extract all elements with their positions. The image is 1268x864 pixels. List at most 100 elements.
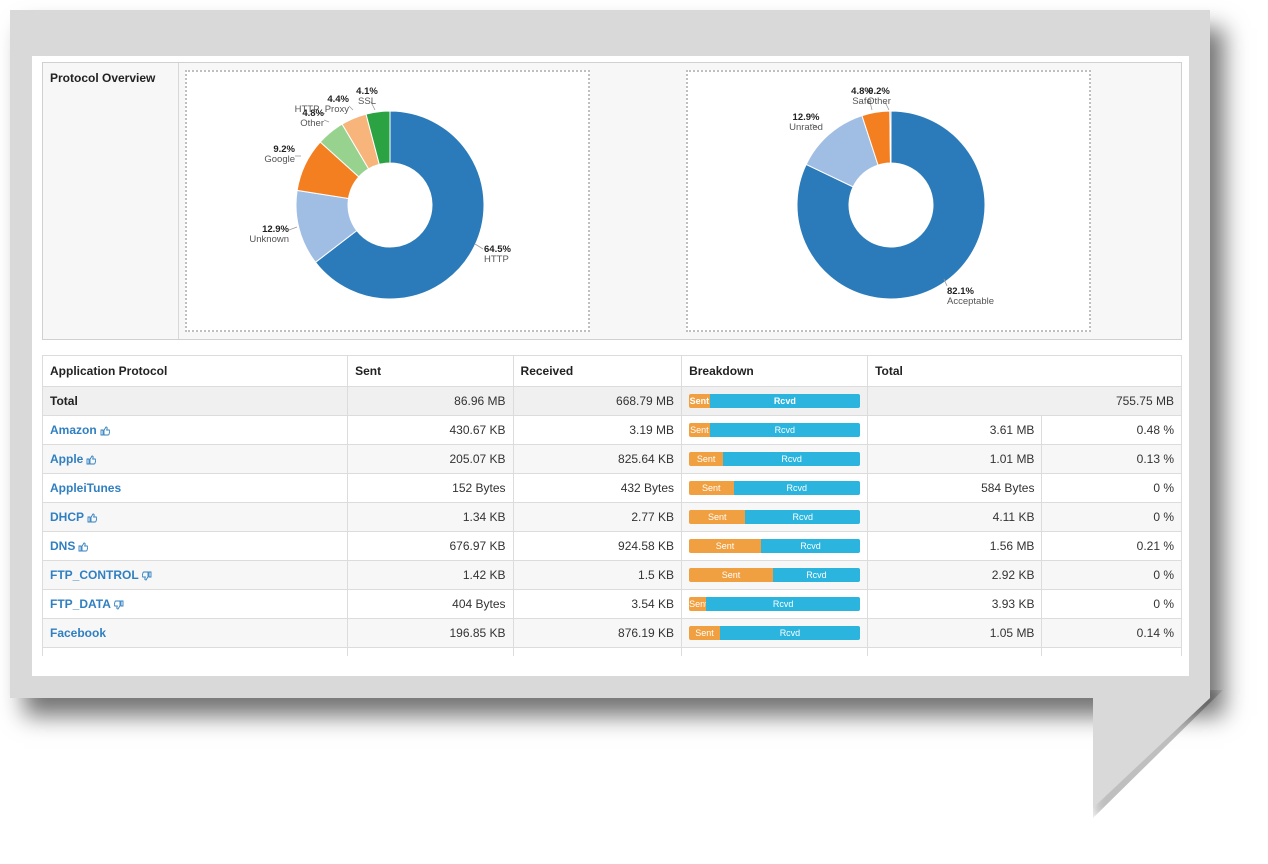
rcvd-segment: Rcvd bbox=[745, 510, 861, 524]
sent-segment: Sent bbox=[689, 394, 710, 408]
slice-name-label: Other bbox=[867, 96, 891, 107]
pie-slice-ssl[interactable] bbox=[365, 110, 391, 165]
breakdown-cell: Sent Rcvd bbox=[681, 618, 869, 648]
column-header-protocol[interactable]: Application Protocol bbox=[41, 355, 349, 387]
slice-name-label: HTTP_Proxy bbox=[295, 104, 350, 115]
percent-cell: 0 % bbox=[1041, 502, 1182, 532]
slice-percent-label: 0.2% bbox=[868, 86, 890, 97]
rcvd-segment: Rcvd bbox=[709, 394, 861, 408]
breakdown-bar: Sent Rcvd bbox=[689, 626, 861, 640]
thumbs-up-icon bbox=[75, 539, 89, 553]
rcvd-segment: Rcvd bbox=[760, 539, 861, 553]
breakdown-cell: Sent Rcvd bbox=[681, 444, 869, 474]
received-cell: 3.54 KB bbox=[512, 589, 683, 619]
slice-name-label: HTTP bbox=[484, 254, 509, 265]
total-cell: 1.01 MB bbox=[867, 444, 1043, 474]
protocol-table: Application Protocol Sent Received Break… bbox=[41, 355, 1182, 656]
column-header-breakdown[interactable]: Breakdown bbox=[681, 355, 869, 387]
total-row-label: Total bbox=[41, 386, 349, 416]
received-cell: 1.5 KB bbox=[512, 560, 683, 590]
total-cell: 584 Bytes bbox=[867, 473, 1043, 503]
protocol-link[interactable]: AppleiTunes bbox=[50, 481, 122, 495]
column-header-sent[interactable]: Sent bbox=[347, 355, 514, 387]
table-row: DHCP 1.34 KB 2.77 KB Sent Rcvd 4.11 KB 0 % bbox=[41, 502, 1182, 532]
protocol-cell: DNS bbox=[41, 531, 349, 561]
leader-line bbox=[370, 101, 376, 111]
leader-line bbox=[323, 119, 330, 123]
protocol-link[interactable]: Amazon bbox=[50, 423, 97, 437]
breakdown-bar: Sent Rcvd bbox=[689, 481, 861, 495]
received-cell: 3.19 MB bbox=[512, 415, 683, 445]
protocol-link[interactable]: FTP_DATA bbox=[50, 597, 111, 611]
leader-line bbox=[348, 105, 354, 111]
slice-name-label: Acceptable bbox=[947, 296, 994, 307]
slice-name-label: Unrated bbox=[789, 122, 823, 133]
slice-percent-label: 4.8% bbox=[302, 108, 324, 119]
percent-cell: 0.48 % bbox=[1041, 415, 1182, 445]
protocol-link[interactable]: Facebook bbox=[50, 626, 107, 640]
protocol-cell: Amazon bbox=[41, 415, 349, 445]
slice-name-label: Google bbox=[264, 154, 295, 165]
leader-line bbox=[474, 243, 484, 250]
pie-slice-other[interactable] bbox=[889, 110, 892, 164]
protocol-pie-chart[interactable]: 64.5% HTTP 12.9% Unknown 9.2% Google 4.8% Other… bbox=[185, 70, 590, 332]
slice-percent-label: 4.4% bbox=[327, 94, 349, 105]
table-total-row: Total 86.96 MB 668.79 MB Sent Rcvd 755.7… bbox=[41, 386, 1182, 416]
protocol-link[interactable]: DNS bbox=[50, 539, 76, 553]
received-cell: 825.64 KB bbox=[512, 444, 683, 474]
sent-segment: Sent bbox=[689, 452, 724, 466]
received-cell: 876.19 KB bbox=[512, 618, 683, 648]
rcvd-segment: Rcvd bbox=[706, 597, 861, 611]
received-cell: 432 Bytes bbox=[512, 473, 683, 503]
breakdown-bar: Sent Rcvd bbox=[689, 568, 861, 582]
sent-cell: 404 Bytes bbox=[347, 589, 514, 619]
sent-segment: Sent bbox=[689, 510, 746, 524]
protocol-link[interactable]: FTP_CONTROL bbox=[50, 568, 139, 582]
slice-name-label: Safe bbox=[852, 96, 872, 107]
percent-cell: 0 % bbox=[1041, 589, 1182, 619]
pie-slice-http[interactable] bbox=[314, 110, 485, 300]
percent-cell: 0.21 % bbox=[1041, 531, 1182, 561]
percent-cell: 0.13 % bbox=[1041, 444, 1182, 474]
total-cell: 1.56 MB bbox=[867, 531, 1043, 561]
total-received: 668.79 MB bbox=[512, 386, 683, 416]
protocol-link[interactable]: DHCP bbox=[50, 510, 85, 524]
total-cell: 3.61 MB bbox=[867, 415, 1043, 445]
thumbs-down-icon bbox=[139, 568, 152, 582]
sent-segment: Sent bbox=[689, 481, 734, 495]
leader-line bbox=[811, 123, 819, 129]
sent-cell: 1.34 KB bbox=[347, 502, 514, 532]
total-total: 755.75 MB bbox=[867, 386, 1182, 416]
column-header-total[interactable]: Total bbox=[867, 355, 1182, 387]
breakdown-bar: Sent Rcvd bbox=[689, 394, 861, 408]
rcvd-segment: Rcvd bbox=[733, 481, 861, 495]
rating-pie-chart[interactable]: 82.1% Acceptable 12.9% Unrated 4.8% Safe 0.2% O… bbox=[686, 70, 1091, 332]
sent-cell: 676.97 KB bbox=[347, 531, 514, 561]
table-row: FTP_DATA 404 Bytes 3.54 KB Sent Rcvd 3.93 KB 0… bbox=[41, 589, 1182, 619]
protocol-cell: AppleiTunes bbox=[41, 473, 349, 503]
rating-pie-svg: 82.1%Acceptable 12.9%Unrated 4.8%Safe0.2%O… bbox=[789, 86, 994, 307]
breakdown-cell: Sent Rcvd bbox=[681, 589, 869, 619]
total-cell: 3.93 KB bbox=[867, 589, 1043, 619]
protocol-cell: DHCP bbox=[41, 502, 349, 532]
percent-cell: 0 % bbox=[1041, 473, 1182, 503]
slice-percent-label: 9.2% bbox=[273, 144, 295, 155]
pie-slice-acceptable[interactable] bbox=[796, 110, 986, 300]
received-cell: 924.58 KB bbox=[512, 531, 683, 561]
column-header-received[interactable]: Received bbox=[512, 355, 683, 387]
sent-segment: Sent bbox=[689, 568, 773, 582]
rcvd-segment: Rcvd bbox=[709, 423, 861, 437]
slice-percent-label: 12.9% bbox=[793, 112, 820, 123]
table-row: AppleiTunes 152 Bytes 432 Bytes Sent Rcvd 584… bbox=[41, 473, 1182, 503]
breakdown-cell: Sent Rcvd bbox=[681, 531, 869, 561]
slice-name-label: Unknown bbox=[249, 234, 289, 245]
slice-percent-label: 4.8% bbox=[851, 86, 873, 97]
panel-title: Protocol Overview bbox=[50, 71, 156, 85]
breakdown-bar: Sent Rcvd bbox=[689, 597, 861, 611]
protocol-link[interactable]: Apple bbox=[50, 452, 84, 466]
received-cell: 2.77 KB bbox=[512, 502, 683, 532]
slice-name-label: SSL bbox=[358, 96, 376, 107]
table-row: FTP_CONTROL 1.42 KB 1.5 KB Sent Rcvd 2.92 KB 0… bbox=[41, 560, 1182, 590]
leader-line bbox=[884, 101, 890, 111]
protocol-cell: FTP_DATA bbox=[41, 589, 349, 619]
